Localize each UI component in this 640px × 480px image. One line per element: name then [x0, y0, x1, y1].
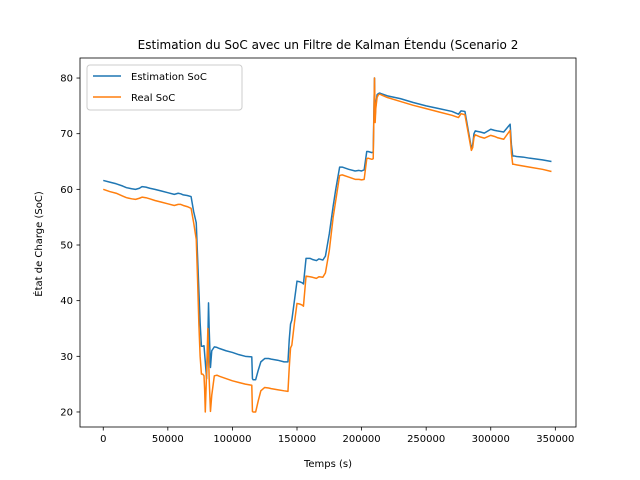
y-tick-label: 70 — [60, 129, 73, 140]
y-tick-label: 80 — [60, 74, 73, 85]
x-tick-label: 200000 — [342, 434, 380, 445]
y-tick-label: 60 — [60, 185, 73, 196]
x-tick-label: 350000 — [536, 434, 574, 445]
series-line-estimation-soc — [103, 77, 552, 381]
x-tick-label: 150000 — [278, 434, 316, 445]
y-tick-label: 50 — [60, 241, 73, 252]
plot-frame — [79, 57, 577, 428]
x-tick-label: 50000 — [152, 434, 184, 445]
legend-box — [86, 64, 243, 111]
x-axis: 0 50000 100000 150000 200000 250000 300000 3500… — [100, 427, 574, 445]
y-axis-label: État de Charge (SoC) — [32, 191, 45, 297]
legend: Estimation SoC Real SoC — [86, 64, 243, 111]
y-tick-label: 30 — [60, 352, 73, 363]
x-axis-label: Temps (s) — [303, 459, 352, 470]
x-tick-label: 300000 — [472, 434, 510, 445]
x-tick-label: 250000 — [407, 434, 445, 445]
series-line-real-soc — [103, 77, 552, 413]
y-axis: 20 30 40 50 60 70 80 — [60, 74, 80, 418]
y-tick-label: 40 — [60, 296, 73, 307]
x-tick-label: 100000 — [213, 434, 251, 445]
x-tick-label: 0 — [100, 434, 106, 445]
y-tick-label: 20 — [60, 407, 73, 418]
chart-title: Estimation du SoC avec un Filtre de Kalm… — [138, 37, 519, 52]
plot-area — [79, 57, 577, 428]
legend-label-estimation-soc: Estimation SoC — [131, 72, 207, 83]
legend-label-real-soc: Real SoC — [131, 93, 175, 104]
